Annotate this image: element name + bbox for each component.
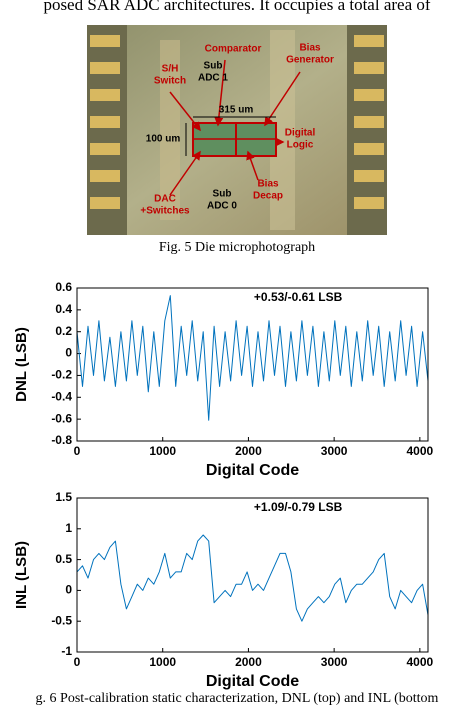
y-tick-label: -0.5 [51,613,72,627]
x-tick-label: 4000 [407,655,434,669]
annotation: +1.09/-0.79 LSB [254,500,343,514]
die-photo [87,25,387,235]
annotation: +0.53/-0.61 LSB [254,290,343,304]
plot-area [77,288,428,441]
die-label: Comparator [205,44,262,55]
data-line [76,534,429,622]
y-tick-label: 0.4 [55,302,72,316]
x-tick-label: 2000 [235,444,262,458]
x-tick-label: 4000 [407,444,434,458]
die-label: S/H [162,64,179,75]
y-tick-label: 1 [65,521,72,535]
y-tick-label: 0 [65,583,72,597]
y-tick-label: 0.2 [55,324,72,338]
figure-caption: Fig. 5 Die microphotograph [159,240,315,255]
plot-area [77,498,428,652]
die-label: Generator [286,55,334,66]
y-tick-label: 0 [65,346,72,360]
data-line [76,295,429,421]
die-label: 315 um [219,105,254,116]
x-axis-label: Digital Code [206,462,299,479]
y-tick-label: 0.6 [55,280,72,294]
x-tick-label: 0 [74,444,81,458]
y-tick-label: 0.5 [55,552,72,566]
x-tick-label: 2000 [235,655,262,669]
die-label: 100 um [146,134,181,145]
y-tick-label: -0.8 [51,433,72,447]
figure-caption: g. 6 Post-calibration static characteriz… [36,691,439,706]
die-label: Digital [285,128,316,139]
die-label: Bias [257,179,279,190]
die-label: Sub [213,189,232,200]
y-tick-label: -1 [61,644,72,658]
plot-frame [76,287,429,442]
die-label: +Switches [140,206,190,217]
die-label: Bias [299,43,321,54]
die-label: Sub [204,61,223,72]
x-tick-label: 3000 [321,444,348,458]
die-label: ADC 1 [198,73,228,84]
x-axis-label: Digital Code [206,673,299,690]
y-tick-label: -0.4 [51,389,72,403]
die-label: ADC 0 [207,201,237,212]
die-label: Decap [253,191,283,202]
plot-frame [76,497,429,653]
y-axis-label: DNL (LSB) [13,327,30,402]
pads [90,35,384,209]
die-label: DAC [154,194,176,205]
x-tick-label: 3000 [321,655,348,669]
x-tick-label: 0 [74,655,81,669]
y-tick-label: 1.5 [55,490,72,504]
y-tick-label: -0.6 [51,411,72,425]
strip [160,40,180,220]
arrows [169,59,301,196]
x-tick-label: 1000 [149,655,176,669]
x-tick-label: 1000 [149,444,176,458]
y-axis-label: INL (LSB) [13,541,30,609]
top-text: posed SAR ADC architectures. It occupies… [43,0,430,14]
die-label: Switch [154,76,186,87]
die-label: Logic [287,140,314,151]
y-tick-label: -0.2 [51,368,72,382]
